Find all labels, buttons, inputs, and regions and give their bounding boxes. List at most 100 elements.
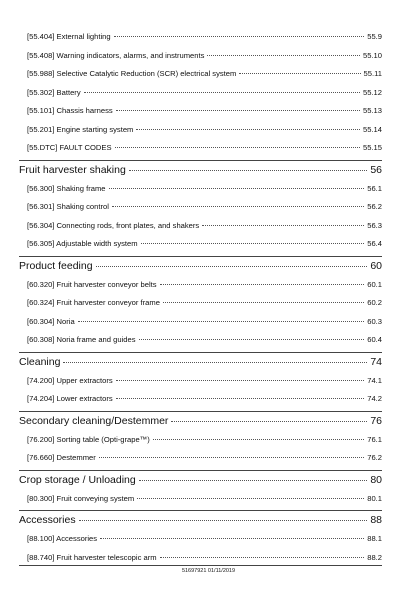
toc-entry: [60.308] Noria frame and guides 60.4 xyxy=(19,331,382,350)
toc-entry: [80.300] Fruit conveying system 80.1 xyxy=(19,490,382,509)
toc-entry: [56.305] Adjustable width system 56.4 xyxy=(19,235,382,254)
dot-leader xyxy=(162,302,365,303)
toc-entry-label: [60.304] Noria xyxy=(27,316,75,326)
page-number: 80 xyxy=(370,473,382,486)
dot-leader xyxy=(108,187,365,189)
toc-entry: [76.660] Destemmer 76.2 xyxy=(19,449,382,468)
toc-entry: [88.740] Fruit harvester telescopic arm 8… xyxy=(19,549,382,568)
dot-leader xyxy=(115,398,365,399)
footer: 51697921 01/11/2019 xyxy=(181,568,236,574)
dot-leader xyxy=(100,538,365,539)
page-number: 55.15 xyxy=(362,143,382,152)
page-number: 88.2 xyxy=(367,552,382,562)
toc-entry-label: [88.740] Fruit harvester telescopic arm xyxy=(27,552,157,562)
section-heading-label: Secondary cleaning/Destemmer xyxy=(19,414,169,427)
section-heading: Product feeding 60 xyxy=(19,255,382,276)
page-number: 60.2 xyxy=(367,298,382,307)
page-number: 56.3 xyxy=(367,220,382,230)
page-number: 60.4 xyxy=(367,335,382,344)
toc-entry-label: [80.300] Fruit conveying system xyxy=(27,493,135,503)
page-number: 56 xyxy=(370,163,382,176)
toc-entry-label: [55.988] Selective Catalytic Reduction (… xyxy=(27,69,237,78)
toc-entry: [55.404] External lighting 55.9 xyxy=(19,28,382,47)
dot-leader xyxy=(98,457,365,458)
page-number: 56.1 xyxy=(367,183,382,193)
toc-entry-label: [56.304] Connecting rods, front plates, … xyxy=(27,220,200,230)
page-number: 55.10 xyxy=(362,50,382,60)
page-number: 55.11 xyxy=(363,69,382,78)
dot-leader xyxy=(77,320,365,322)
dot-leader xyxy=(114,147,360,148)
section-heading-label: Accessories xyxy=(19,514,76,526)
dot-leader xyxy=(128,169,368,171)
page-number: 55.14 xyxy=(362,124,382,134)
page-number: 60.1 xyxy=(367,279,382,289)
toc-entry-label: [60.324] Fruit harvester conveyor frame xyxy=(27,298,160,307)
toc-entry-label: [60.308] Noria frame and guides xyxy=(27,335,136,344)
toc-entry-label: [60.320] Fruit harvester conveyor belts xyxy=(27,279,157,289)
section-heading: Fruit harvester shaking 56 xyxy=(19,159,382,180)
toc-entry: [60.324] Fruit harvester conveyor frame 6… xyxy=(19,294,382,313)
dot-leader xyxy=(239,73,361,74)
page-number: 60 xyxy=(370,259,382,272)
dot-leader xyxy=(95,265,368,267)
toc-entry: [55.DTC] FAULT CODES 55.15 xyxy=(19,139,382,158)
dot-leader xyxy=(137,497,365,499)
dot-leader xyxy=(202,224,365,226)
toc-entry-label: [55.302] Battery xyxy=(27,87,81,97)
toc-entry-label: [55.101] Chassis harness xyxy=(27,106,113,115)
toc-entry-label: [74.204] Lower extractors xyxy=(27,394,113,403)
page-number: 74.2 xyxy=(367,394,382,403)
dot-leader xyxy=(207,54,360,56)
toc-entry: [76.200] Sorting table (Opti-grape™) 76.1 xyxy=(19,431,382,450)
page-number: 76.1 xyxy=(367,434,382,444)
section-heading: Accessories 88 xyxy=(19,510,382,530)
toc-entry-label: [55.201] Engine starting system xyxy=(27,124,134,134)
dot-leader xyxy=(115,110,360,111)
toc-entry-label: [55.DTC] FAULT CODES xyxy=(27,143,112,152)
toc-entry: [56.304] Connecting rods, front plates, … xyxy=(19,217,382,236)
dot-leader xyxy=(136,128,360,130)
footer-rule xyxy=(19,565,382,566)
toc-entry-label: [56.301] Shaking control xyxy=(27,202,109,211)
page-number: 55.13 xyxy=(362,106,382,115)
toc-entry: [55.201] Engine starting system 55.14 xyxy=(19,121,382,140)
section-heading: Crop storage / Unloading 80 xyxy=(19,469,382,490)
toc-entry: [56.301] Shaking control 56.2 xyxy=(19,198,382,217)
toc-entry-label: [76.200] Sorting table (Opti-grape™) xyxy=(27,434,150,444)
dot-leader xyxy=(159,556,365,558)
toc-entry: [88.100] Accessories 88.1 xyxy=(19,530,382,549)
section-heading-label: Fruit harvester shaking xyxy=(19,163,126,176)
dot-leader xyxy=(63,361,368,363)
toc-entry-label: [74.200] Upper extractors xyxy=(27,375,113,385)
page-number: 56.2 xyxy=(367,202,382,211)
page-number: 56.4 xyxy=(367,239,382,248)
dot-leader xyxy=(152,438,365,440)
toc-entry: [60.304] Noria 60.3 xyxy=(19,313,382,332)
toc-entry-label: [55.404] External lighting xyxy=(27,32,111,41)
page-number: 74 xyxy=(370,355,382,368)
toc-entry: [55.101] Chassis harness 55.13 xyxy=(19,102,382,121)
dot-leader xyxy=(138,339,365,340)
toc-entry-label: [88.100] Accessories xyxy=(27,534,98,543)
page-number: 88.1 xyxy=(367,534,382,543)
toc-entry: [55.988] Selective Catalytic Reduction (… xyxy=(19,65,382,84)
dot-leader xyxy=(138,479,368,481)
page-number: 60.3 xyxy=(367,316,382,326)
dot-leader xyxy=(159,283,365,285)
toc-entry: [60.320] Fruit harvester conveyor belts 6… xyxy=(19,276,382,295)
page-number: 88 xyxy=(370,514,382,526)
page-number: 76 xyxy=(370,414,382,427)
section-heading: Secondary cleaning/Destemmer 76 xyxy=(19,410,382,431)
section-heading: Cleaning 74 xyxy=(19,351,382,372)
toc-entry-label: [55.408] Warning indicators, alarms, and… xyxy=(27,50,205,60)
dot-leader xyxy=(83,91,360,93)
dot-leader xyxy=(171,420,368,422)
toc-entry-label: [76.660] Destemmer xyxy=(27,453,96,462)
page-number: 76.2 xyxy=(367,453,382,462)
section-heading-label: Product feeding xyxy=(19,259,93,272)
page-number: 80.1 xyxy=(367,493,382,503)
toc-entry-label: [56.300] Shaking frame xyxy=(27,183,106,193)
toc-entry: [55.408] Warning indicators, alarms, and… xyxy=(19,47,382,66)
